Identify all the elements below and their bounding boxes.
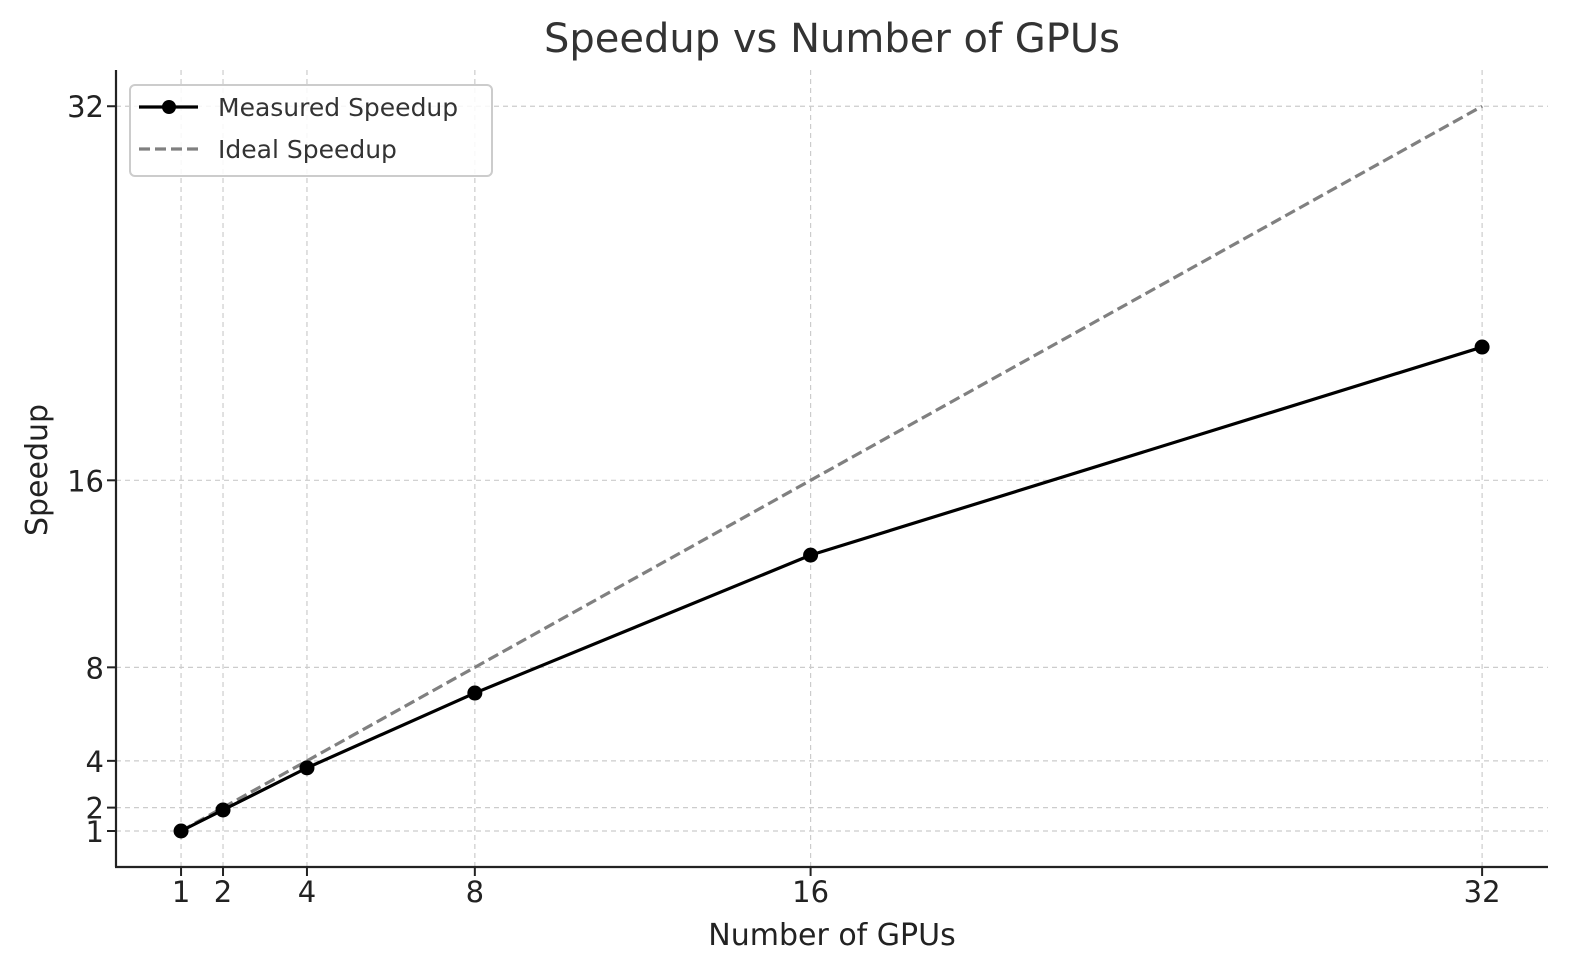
x-axis-label: Number of GPUs: [708, 918, 955, 953]
y-tick-label: 1: [86, 815, 104, 849]
measured-data-point: [803, 547, 819, 563]
axes: [114, 70, 1548, 869]
plot-series: [173, 104, 1490, 839]
measured-data-point: [1474, 339, 1490, 355]
measured-speedup-line: [180, 345, 1483, 833]
measured-data-point: [173, 823, 189, 839]
legend-box: [129, 84, 493, 177]
legend: Measured Speedup Ideal Speedup: [129, 84, 493, 177]
chart-title: Speedup vs Number of GPUs: [544, 16, 1120, 62]
y-tick-label: 32: [67, 90, 104, 124]
x-tick-label: 32: [1464, 875, 1501, 909]
y-tick-label: 8: [86, 651, 104, 685]
legend-ideal-label: Ideal Speedup: [218, 135, 397, 164]
x-tick-label: 16: [792, 875, 829, 909]
ideal-speedup-line: [180, 104, 1483, 833]
measured-data-point: [215, 802, 231, 818]
y-axis-label: Speedup: [20, 404, 55, 536]
y-tick-label: 4: [86, 745, 104, 779]
legend-measured-marker-icon: [162, 100, 176, 114]
measured-data-point: [467, 685, 483, 701]
measured-data-point: [299, 760, 315, 776]
legend-measured-label: Measured Speedup: [218, 93, 458, 122]
x-tick-label: 4: [298, 875, 316, 909]
y-tick-label: 16: [67, 464, 104, 498]
x-tick-label: 8: [466, 875, 484, 909]
x-tick-label: 2: [214, 875, 232, 909]
x-tick-label: 1: [172, 875, 190, 909]
y-tick-label: 2: [86, 792, 104, 826]
